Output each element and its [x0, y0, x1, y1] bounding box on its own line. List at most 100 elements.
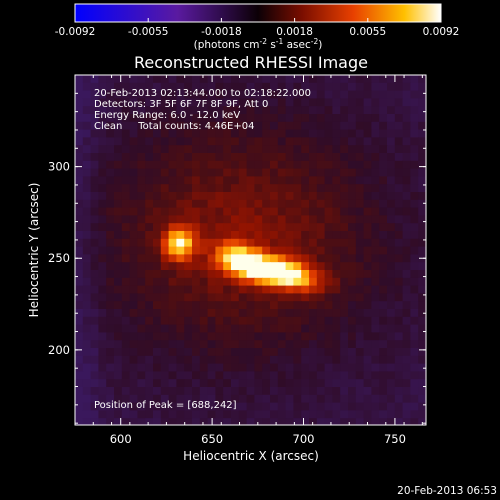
heatmap-cell	[379, 355, 388, 365]
heatmap-cell	[309, 207, 318, 216]
heatmap-cell	[324, 371, 333, 380]
heatmap-cell	[355, 270, 365, 279]
heatmap-cell	[223, 363, 232, 372]
heatmap-cell	[215, 285, 224, 294]
heatmap-cell	[192, 82, 201, 92]
heatmap-cell	[129, 371, 138, 380]
heatmap-cell	[363, 223, 372, 232]
heatmap-cell	[254, 418, 263, 425]
heatmap-cell	[285, 355, 294, 365]
heatmap-cell	[231, 176, 240, 185]
heatmap-cell	[277, 114, 287, 123]
heatmap-cell	[387, 394, 396, 404]
heatmap-cell	[145, 293, 154, 302]
heatmap-cell	[418, 129, 426, 138]
heatmap-cell	[75, 114, 84, 123]
heatmap-cell	[145, 277, 154, 287]
y-tick-label: 250	[48, 251, 70, 265]
heatmap-cell	[285, 129, 294, 138]
heatmap-cell	[363, 262, 372, 271]
heatmap-cell	[176, 98, 185, 107]
heatmap-cell	[363, 184, 372, 193]
heatmap-cell	[82, 129, 92, 138]
heatmap-cell	[410, 238, 419, 248]
heatmap-cell	[254, 402, 263, 411]
y-tick-label: 300	[48, 160, 70, 174]
heatmap-cell	[285, 371, 294, 380]
heatmap-cell	[332, 277, 341, 287]
heatmap-cell	[90, 207, 99, 216]
heatmap-cell	[285, 90, 294, 99]
heatmap-cell	[176, 82, 185, 92]
heatmap-cell	[262, 207, 271, 216]
heatmap-cell	[168, 387, 177, 396]
heatmap-cell	[254, 332, 263, 341]
heatmap-cell	[301, 145, 310, 154]
heatmap-cell	[348, 184, 357, 193]
heatmap-cell	[246, 153, 255, 162]
heatmap-cell	[340, 301, 349, 310]
heatmap-cell	[223, 215, 232, 224]
heatmap-cell	[402, 309, 411, 318]
heatmap-cell	[153, 254, 162, 263]
heatmap-cell	[371, 98, 380, 107]
heatmap-cell	[82, 160, 92, 170]
heatmap-cell	[199, 129, 209, 138]
heatmap-cell	[176, 285, 185, 294]
heatmap-cell	[402, 340, 411, 349]
heatmap-cell	[199, 153, 209, 162]
heatmap-cell	[371, 379, 380, 388]
heatmap-cell	[262, 75, 271, 84]
heatmap-cell	[153, 293, 162, 302]
heatmap-cell	[238, 75, 248, 84]
heatmap-cell	[387, 340, 396, 349]
heatmap-cell	[231, 332, 240, 341]
heatmap-cell	[153, 277, 162, 287]
heatmap-cell	[316, 348, 326, 357]
heatmap-cell	[176, 114, 185, 123]
heatmap-cell	[246, 301, 255, 310]
heatmap-cell	[301, 402, 310, 411]
heatmap-cell	[270, 285, 279, 294]
heatmap-cell	[262, 270, 271, 279]
heatmap-cell	[285, 160, 294, 170]
heatmap-cell	[90, 270, 99, 279]
heatmap-cell	[324, 293, 333, 302]
heatmap-cell	[348, 160, 357, 170]
heatmap-cell	[231, 199, 240, 209]
heatmap-cell	[285, 418, 294, 425]
heatmap-cell	[371, 223, 380, 232]
heatmap-cell	[379, 176, 388, 185]
heatmap-cell	[340, 402, 349, 411]
heatmap-cell	[82, 324, 92, 333]
heatmap-cell	[192, 160, 201, 170]
heatmap-cell	[176, 137, 185, 146]
heatmap-cell	[387, 371, 396, 380]
heatmap-cell	[121, 121, 131, 131]
heatmap-cell	[363, 254, 372, 263]
heatmap-cell	[215, 340, 224, 349]
heatmap-cell	[106, 316, 115, 326]
colorbar-tick-label: 0.0092	[423, 26, 460, 38]
heatmap-cell	[262, 192, 271, 201]
heatmap-cell	[114, 301, 123, 310]
heatmap-cell	[309, 168, 318, 177]
heatmap-cell	[199, 176, 209, 185]
heatmap-cell	[379, 199, 388, 209]
heatmap-cell	[223, 371, 232, 380]
heatmap-cell	[277, 324, 287, 333]
heatmap-cell	[153, 410, 162, 419]
heatmap-cell	[176, 348, 185, 357]
heatmap-cell	[285, 285, 294, 294]
heatmap-cell	[231, 262, 240, 271]
heatmap-cell	[223, 90, 232, 99]
heatmap-cell	[254, 293, 263, 302]
heatmap-cell	[153, 332, 162, 341]
heatmap-cell	[348, 402, 357, 411]
heatmap-cell	[129, 387, 138, 396]
heatmap-cell	[394, 332, 404, 341]
heatmap-cell	[145, 75, 154, 84]
heatmap-cell	[153, 418, 162, 425]
heatmap-cell	[246, 340, 255, 349]
heatmap-cell	[168, 309, 177, 318]
